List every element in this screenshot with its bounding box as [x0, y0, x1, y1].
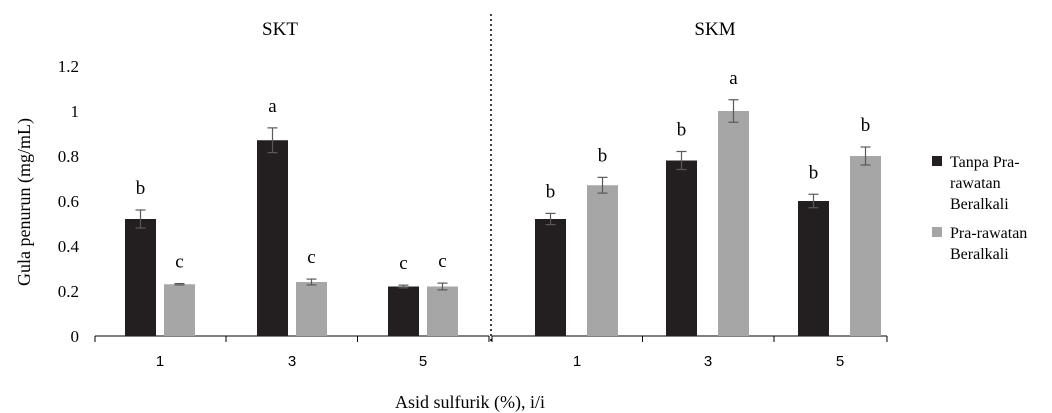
chart-panels: SKT 1 3 5 b a c c c c SKM 1 3 5 b b b b a b: [94, 19, 888, 370]
bar: [535, 219, 566, 336]
y-tick-label: 0.4: [58, 237, 80, 256]
significance-label: c: [438, 251, 446, 272]
x-axis-label: Asid sulfurik (%), i/i: [395, 392, 545, 413]
x-tick-label: 1: [573, 353, 581, 370]
bar: [427, 286, 458, 336]
bar: [718, 111, 749, 336]
bar: [164, 284, 195, 336]
bar: [850, 156, 881, 336]
y-tick-label: 1: [71, 102, 80, 121]
y-tick-label: 0: [71, 327, 80, 346]
legend-label: Beralkali: [950, 196, 1009, 213]
x-tick-label: 5: [419, 353, 427, 370]
y-tick-label: 1.2: [58, 57, 79, 76]
y-axis-label: Gula penurun (mg/mL): [14, 118, 35, 286]
bar: [666, 160, 697, 336]
y-tick-label: 0.2: [58, 282, 79, 301]
legend-label: rawatan: [950, 175, 1001, 192]
x-tick-label: 1: [156, 353, 164, 370]
legend-label: Pra-rawatan: [950, 225, 1027, 242]
significance-label: b: [136, 178, 146, 199]
y-tick-label: 0.6: [58, 192, 79, 211]
y-tick-label: 0.8: [58, 147, 79, 166]
bar: [388, 286, 419, 336]
legend: Tanpa Pra-rawatan Beralkali Pra-rawatan Ber…: [932, 154, 1027, 263]
significance-label: a: [268, 96, 277, 117]
x-tick-label: 3: [704, 353, 712, 370]
legend-swatch: [932, 156, 942, 166]
significance-label: b: [861, 115, 871, 136]
bar: [125, 219, 156, 336]
significance-label: b: [598, 145, 608, 166]
bar: [257, 140, 288, 336]
bar: [587, 185, 618, 336]
x-tick-label: 3: [288, 353, 296, 370]
chart-panel-skt: SKT 1 3 5 b a c c c c: [94, 19, 490, 370]
x-tick-label: 5: [836, 353, 844, 370]
significance-label: b: [677, 120, 687, 141]
panel-title: SKM: [694, 19, 735, 40]
significance-label: b: [546, 181, 556, 202]
bar: [798, 201, 829, 336]
legend-label: Tanpa Pra-: [950, 154, 1020, 171]
panel-title: SKT: [262, 19, 298, 40]
significance-label: c: [175, 252, 183, 273]
legend-label: Beralkali: [950, 246, 1009, 263]
significance-label: a: [729, 68, 738, 89]
legend-swatch: [932, 227, 942, 237]
significance-label: b: [809, 162, 819, 183]
significance-label: c: [399, 253, 407, 274]
bar: [296, 282, 327, 336]
y-axis: 0 0.2 0.4 0.6 0.8 1 1.2: [58, 57, 80, 346]
significance-label: c: [307, 247, 315, 268]
chart-panel-skm: SKM 1 3 5 b b b b a b: [491, 19, 888, 370]
